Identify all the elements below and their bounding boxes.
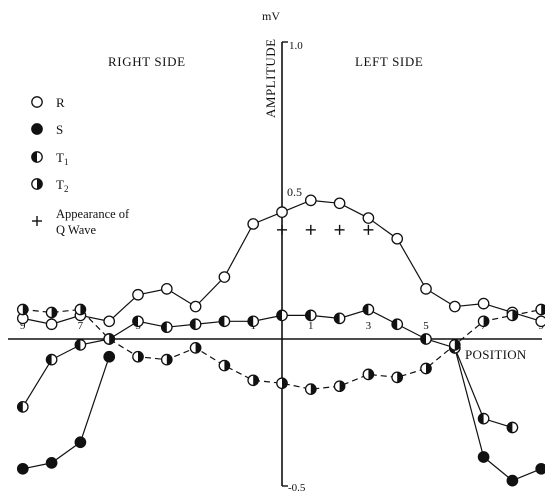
x-tick-label: 7 — [78, 320, 84, 332]
data-point-r — [420, 282, 432, 295]
data-point-r — [276, 206, 288, 218]
series-line-s — [22, 356, 110, 470]
data-point-t1 — [218, 315, 231, 328]
data-point-r — [160, 282, 173, 295]
data-point-s — [506, 474, 519, 487]
data-point-t2 — [535, 303, 545, 316]
legend-symbol-q-wave — [32, 216, 42, 226]
data-point-r — [448, 300, 461, 313]
data-point-t2 — [304, 383, 317, 395]
data-point-r — [45, 318, 58, 331]
data-point-t1 — [391, 318, 404, 331]
data-point-t2 — [362, 368, 375, 381]
data-point-t1 — [506, 421, 519, 434]
y-tick-label-0-5: 0.5 — [287, 185, 302, 199]
legend-label-t2: T2 — [56, 177, 68, 194]
data-point-r — [304, 194, 317, 207]
data-point-r — [477, 297, 490, 310]
data-point-t2 — [160, 353, 173, 366]
legend-symbol-r — [31, 96, 43, 108]
data-point-r — [391, 232, 404, 245]
q-wave-markers — [277, 224, 374, 235]
y-tick-label-minus-0-5: -0.5 — [288, 482, 306, 494]
data-point-t1 — [333, 312, 346, 325]
y-axis-title: AMPLITUDE — [263, 38, 278, 118]
data-point-t1 — [304, 309, 317, 322]
data-point-t2 — [477, 315, 490, 328]
data-point-r — [103, 315, 116, 328]
q-wave-plus-marker — [334, 224, 345, 235]
legend-symbol-s — [31, 123, 43, 135]
data-point-t2 — [74, 303, 87, 316]
data-point-s — [535, 462, 545, 475]
y-tick-label-1: 1.0 — [289, 40, 303, 52]
q-wave-plus-marker — [363, 224, 374, 235]
data-point-t1 — [45, 353, 58, 366]
data-point-t2 — [506, 309, 519, 322]
data-point-r — [218, 271, 231, 283]
data-point-r — [333, 197, 346, 210]
data-point-r — [247, 218, 260, 230]
left-side-label: LEFT SIDE — [355, 54, 423, 69]
data-point-t2 — [218, 359, 231, 372]
data-point-t1 — [16, 400, 29, 413]
legend-label-s: S — [56, 122, 63, 137]
q-wave-plus-marker — [277, 224, 287, 235]
data-point-r — [362, 212, 375, 224]
data-point-t2 — [16, 303, 29, 316]
legend-label-t1: T1 — [56, 150, 68, 167]
data-point-t2 — [189, 341, 202, 354]
data-point-t1 — [420, 333, 432, 345]
q-wave-plus-marker — [305, 224, 316, 235]
legend-label-t1-base: T — [56, 150, 64, 165]
data-point-t1 — [276, 309, 288, 322]
series-markers — [16, 194, 545, 487]
data-point-s — [74, 436, 87, 449]
data-point-s — [45, 457, 58, 469]
data-point-r — [189, 300, 202, 313]
data-point-r — [132, 288, 144, 301]
data-point-t2 — [45, 306, 58, 319]
data-point-t1 — [477, 412, 490, 425]
series-line-s — [454, 347, 542, 482]
data-point-t1 — [160, 321, 173, 334]
series-line-t1 — [22, 308, 513, 429]
legend-symbol-t1 — [31, 151, 43, 163]
legend-label-r: R — [56, 95, 65, 110]
data-point-t2 — [132, 350, 144, 363]
data-point-t1 — [132, 315, 144, 328]
data-point-s — [103, 350, 116, 363]
data-point-t1 — [74, 339, 87, 351]
legend-label-t2-base: T — [56, 177, 64, 192]
legend: R S T1 T2 Appearance of Q Wave — [31, 95, 130, 237]
legend-symbol-t2 — [31, 178, 43, 190]
legend-label-t2-sub: 2 — [64, 184, 69, 194]
data-point-t1 — [189, 318, 202, 331]
data-point-r — [535, 315, 545, 328]
data-point-t2 — [391, 371, 404, 384]
legend-label-t1-sub: 1 — [64, 157, 69, 167]
data-point-t1 — [362, 303, 375, 316]
data-point-s — [477, 451, 490, 463]
data-point-t2 — [276, 377, 288, 390]
x-tick-label: 9 — [20, 320, 26, 332]
x-tick-label: 1 — [308, 320, 314, 332]
data-point-t2 — [103, 333, 116, 345]
x-tick-label: 3 — [366, 320, 372, 332]
data-point-t2 — [247, 374, 260, 387]
data-point-s — [16, 462, 29, 475]
legend-label-q-line1: Appearance of — [56, 207, 130, 221]
legend-symbols — [31, 96, 43, 226]
data-point-t1 — [247, 315, 260, 328]
x-tick-label: 5 — [423, 320, 429, 332]
x-axis-title: POSITION — [465, 347, 527, 362]
data-point-t2 — [420, 362, 432, 375]
y-unit-label: mV — [262, 9, 280, 23]
data-point-t2 — [333, 380, 346, 393]
legend-label-q-line2: Q Wave — [56, 223, 97, 237]
data-point-t2 — [448, 339, 461, 351]
right-side-label: RIGHT SIDE — [108, 54, 186, 69]
